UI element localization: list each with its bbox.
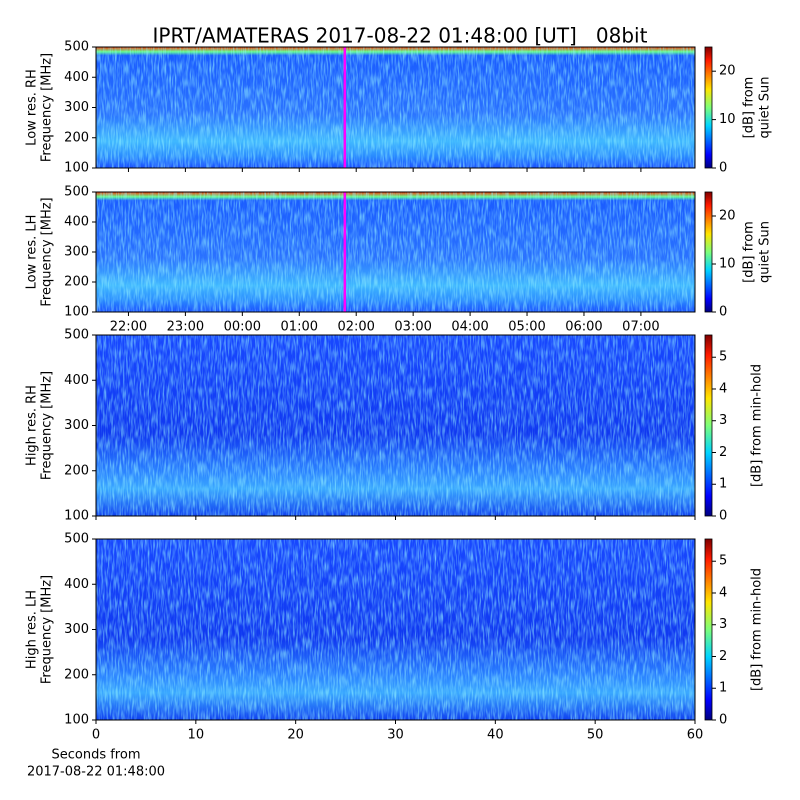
chart-title: IPRT/AMATERAS 2017-08-22 01:48:00 [UT] 0…	[153, 24, 648, 48]
x-tick-label: 20	[287, 728, 304, 743]
y-tick-label: 200	[64, 667, 89, 682]
y-tick-label: 100	[64, 305, 89, 320]
colorbar-tick-label: 2	[719, 649, 727, 664]
colorbar-tick-label: 5	[719, 350, 727, 365]
y-tick-label: 200	[64, 130, 89, 145]
x-tick-label: 10	[188, 728, 205, 743]
y-axis-label: Frequency [MHz]	[40, 575, 55, 684]
y-axis-label: High res. LH	[25, 590, 40, 669]
y-axis-label: Frequency [MHz]	[40, 53, 55, 162]
spectrogram-noise	[96, 335, 695, 516]
y-axis-label: Low res. RH	[25, 69, 40, 146]
colorbar-tick-label: 2	[719, 445, 727, 460]
y-tick-label: 300	[64, 245, 89, 260]
y-tick-label: 100	[64, 509, 89, 524]
colorbar-tick-label: 0	[719, 509, 727, 524]
y-tick-label: 200	[64, 463, 89, 478]
y-tick-label: 300	[64, 418, 89, 433]
colorbar-tick-label: 20	[719, 209, 736, 224]
colorbar-tick-label: 0	[719, 305, 727, 320]
x-tick-label: 02:00	[337, 320, 374, 335]
spectrogram-noise	[96, 192, 695, 312]
colorbar-tick-label: 3	[719, 413, 727, 428]
colorbar-tick-label: 5	[719, 554, 727, 569]
x-axis-label: 2017-08-22 01:48:00	[27, 765, 165, 780]
colorbar-tick-label: 4	[719, 381, 727, 396]
colorbar-label: [dB] from	[742, 221, 757, 283]
x-tick-label: 22:00	[110, 320, 147, 335]
colorbar-tick-label: 1	[719, 681, 727, 696]
colorbar-label: [dB] from min-hold	[750, 568, 765, 691]
y-tick-label: 500	[64, 328, 89, 343]
colorbar-label: [dB] from min-hold	[750, 364, 765, 487]
y-axis-label: Frequency [MHz]	[40, 371, 55, 480]
x-tick-label: 00:00	[224, 320, 261, 335]
colorbar-label: [dB] from	[742, 77, 757, 139]
colorbar	[704, 538, 713, 721]
colorbar-tick-label: 3	[719, 617, 727, 632]
x-tick-label: 05:00	[508, 320, 545, 335]
spectrogram-noise	[96, 47, 695, 168]
colorbar-tick-label: 0	[719, 713, 727, 728]
y-tick-label: 400	[64, 577, 89, 592]
colorbar-tick-label: 0	[719, 161, 727, 176]
x-tick-label: 01:00	[281, 320, 318, 335]
y-tick-label: 300	[64, 622, 89, 637]
y-tick-label: 400	[64, 70, 89, 85]
y-tick-label: 300	[64, 100, 89, 115]
x-tick-label: 23:00	[167, 320, 204, 335]
colorbar-tick-label: 10	[719, 257, 736, 272]
y-tick-label: 500	[64, 40, 89, 55]
x-tick-label: 50	[587, 728, 604, 743]
y-tick-label: 500	[64, 532, 89, 547]
colorbar-tick-label: 4	[719, 585, 727, 600]
x-tick-label: 0	[92, 728, 100, 743]
y-tick-label: 100	[64, 713, 89, 728]
colorbar-label: quiet Sun	[758, 76, 773, 138]
spectrogram-noise	[96, 539, 695, 720]
y-tick-label: 200	[64, 275, 89, 290]
x-tick-label: 30	[387, 728, 404, 743]
y-axis-label: High res. RH	[25, 385, 40, 466]
x-tick-label: 04:00	[451, 320, 488, 335]
y-tick-label: 100	[64, 161, 89, 176]
colorbar	[704, 334, 713, 517]
x-tick-label: 03:00	[394, 320, 431, 335]
y-tick-label: 400	[64, 215, 89, 230]
x-axis-label: Seconds from	[51, 748, 140, 763]
y-tick-label: 500	[64, 185, 89, 200]
colorbar-tick-label: 20	[719, 64, 736, 79]
y-axis-label: Low res. LH	[25, 215, 40, 290]
x-tick-label: 60	[687, 728, 704, 743]
y-axis-label: Frequency [MHz]	[40, 197, 55, 306]
colorbar-tick-label: 1	[719, 477, 727, 492]
colorbar	[704, 191, 713, 313]
x-tick-label: 40	[487, 728, 504, 743]
x-tick-label: 07:00	[622, 320, 659, 335]
colorbar-tick-label: 10	[719, 112, 736, 127]
x-tick-label: 06:00	[565, 320, 602, 335]
colorbar	[704, 46, 713, 169]
y-tick-label: 400	[64, 373, 89, 388]
colorbar-label: quiet Sun	[758, 221, 773, 283]
